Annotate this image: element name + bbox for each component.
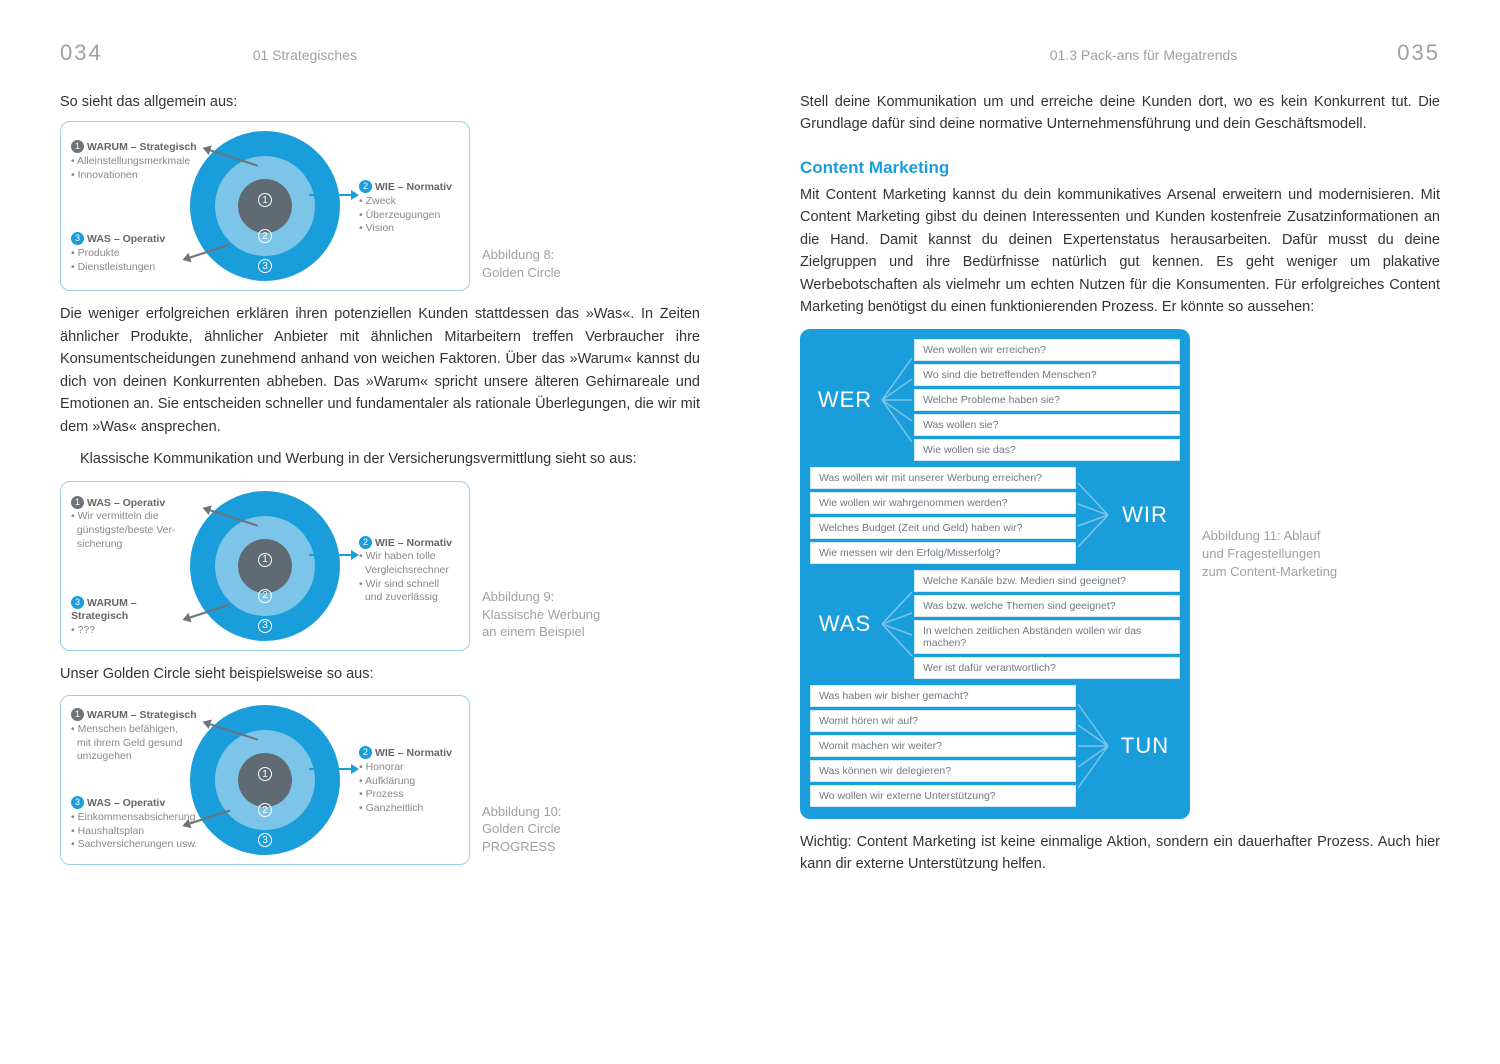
badge-2-icon: 2	[359, 746, 372, 759]
content-marketing-matrix: WER Wen wollen wir erreichen? Wo sind di…	[800, 329, 1190, 819]
golden-circle-diagram-2: 123 1WAS – Operativ • Wir vermitteln die…	[60, 481, 470, 651]
chapter-label: 01.3 Pack-ans für Megatrends	[1050, 47, 1238, 63]
badge-2-icon: 2	[359, 180, 372, 193]
cm-title-was: WAS	[810, 611, 880, 637]
fan-icon	[1076, 696, 1110, 796]
badge-1-icon: 1	[71, 496, 84, 509]
figure-11-caption: Abbildung 11: Ablaufund Fragestellungenz…	[1202, 527, 1337, 580]
cm-row: Was wollen wir mit unserer Werbung errei…	[810, 467, 1076, 489]
cm-row: Womit machen wir weiter?	[810, 735, 1076, 757]
cm-rows-tun: Was haben wir bisher gemacht? Womit höre…	[810, 685, 1076, 807]
page-number: 035	[1397, 40, 1440, 66]
golden-circle-diagram-1: 123 1WARUM – Strategisch • Alleinstellun…	[60, 121, 470, 291]
cm-section-wer: WER Wen wollen wir erreichen? Wo sind di…	[810, 339, 1180, 461]
cm-rows-wer: Wen wollen wir erreichen? Wo sind die be…	[914, 339, 1180, 461]
cm-title-wir: WIR	[1110, 502, 1180, 528]
cm-row: Wer ist dafür verantwortlich?	[914, 657, 1180, 679]
badge-1-icon: 1	[71, 140, 84, 153]
figure-8: 123 1WARUM – Strategisch • Alleinstellun…	[60, 121, 700, 291]
cm-rows-was: Welche Kanäle bzw. Medien sind geeignet?…	[914, 570, 1180, 679]
chapter-label: 01 Strategisches	[253, 47, 357, 63]
cm-row: Wo sind die betreffenden Menschen?	[914, 364, 1180, 386]
cm-title-wer: WER	[810, 387, 880, 413]
page-header-left: 034 01 Strategisches	[60, 40, 700, 66]
cm-rows-wir: Was wollen wir mit unserer Werbung errei…	[810, 467, 1076, 564]
cm-row: Was bzw. welche Themen sind geeignet?	[914, 595, 1180, 617]
cm-row: Womit hören wir auf?	[810, 710, 1076, 732]
fan-icon	[880, 350, 914, 450]
cm-row: Welches Budget (Zeit und Geld) haben wir…	[810, 517, 1076, 539]
figure-10: 123 1WARUM – Strategisch • Menschen befä…	[60, 695, 700, 865]
cm-row: Welche Probleme haben sie?	[914, 389, 1180, 411]
cm-row: Was können wir delegieren?	[810, 760, 1076, 782]
paragraph-1: Die weniger erfolgreichen erklären ihren…	[60, 303, 700, 438]
cm-title-tun: TUN	[1110, 733, 1180, 759]
badge-3-icon: 3	[71, 796, 84, 809]
paragraph-r3: Wichtig: Content Marketing ist keine ein…	[800, 831, 1440, 876]
page-number: 034	[60, 40, 103, 66]
heading-content-marketing: Content Marketing	[800, 158, 1440, 178]
figure-9-caption: Abbildung 9:Klassische Werbungan einem B…	[482, 588, 600, 641]
cm-row: Wie wollen sie das?	[914, 439, 1180, 461]
badge-3-icon: 3	[71, 232, 84, 245]
badge-1-icon: 1	[71, 708, 84, 721]
figure-11: WER Wen wollen wir erreichen? Wo sind di…	[800, 329, 1440, 819]
cm-row: Was haben wir bisher gemacht?	[810, 685, 1076, 707]
cm-section-tun: TUN Was haben wir bisher gemacht? Womit …	[810, 685, 1180, 807]
cm-row: In welchen zeitlichen Abständen wollen w…	[914, 620, 1180, 654]
golden-circle-diagram-3: 123 1WARUM – Strategisch • Menschen befä…	[60, 695, 470, 865]
page-header-right: 01.3 Pack-ans für Megatrends 035	[800, 40, 1440, 66]
paragraph-r1: Stell deine Kommunikation um und erreich…	[800, 91, 1440, 136]
paragraph-2: Unser Golden Circle sieht beispielsweise…	[60, 663, 700, 685]
figure-8-caption: Abbildung 8:Golden Circle	[482, 246, 561, 281]
fan-icon	[880, 584, 914, 664]
cm-row: Wie messen wir den Erfolg/Misserfolg?	[810, 542, 1076, 564]
page-right: 01.3 Pack-ans für Megatrends 035 Stell d…	[750, 40, 1440, 1034]
cm-section-wir: WIR Was wollen wir mit unserer Werbung e…	[810, 467, 1180, 564]
paragraph-r2: Mit Content Marketing kannst du dein kom…	[800, 184, 1440, 319]
cm-section-was: WAS Welche Kanäle bzw. Medien sind geeig…	[810, 570, 1180, 679]
cm-row: Wie wollen wir wahrgenommen werden?	[810, 492, 1076, 514]
figure-9: 123 1WAS – Operativ • Wir vermitteln die…	[60, 481, 700, 651]
cm-row: Welche Kanäle bzw. Medien sind geeignet?	[914, 570, 1180, 592]
badge-3-icon: 3	[71, 596, 84, 609]
fan-icon	[1076, 475, 1110, 555]
cm-row: Wen wollen wir erreichen?	[914, 339, 1180, 361]
page-left: 034 01 Strategisches So sieht das allgem…	[60, 40, 750, 1034]
cm-row: Wo wollen wir externe Unterstützung?	[810, 785, 1076, 807]
intro-text: So sieht das allgemein aus:	[60, 91, 700, 113]
badge-2-icon: 2	[359, 536, 372, 549]
paragraph-1b: Klassische Kommunikation und Werbung in …	[60, 448, 700, 470]
cm-row: Was wollen sie?	[914, 414, 1180, 436]
figure-10-caption: Abbildung 10:Golden CirclePROGRESS	[482, 803, 562, 856]
